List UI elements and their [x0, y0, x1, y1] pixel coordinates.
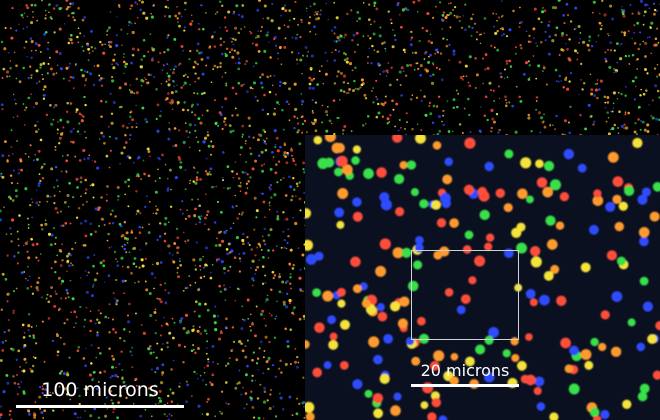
main-scale-bar: 100 microns — [16, 381, 184, 408]
main-scale-line — [16, 405, 184, 408]
main-scale-label: 100 microns — [41, 379, 159, 401]
magnified-inset — [305, 135, 660, 420]
inset-scale-label: 20 microns — [420, 361, 510, 380]
inset-scale-bar: 20 microns — [411, 363, 519, 387]
zoom-region-box — [411, 250, 519, 340]
inset-scale-line — [411, 384, 519, 387]
